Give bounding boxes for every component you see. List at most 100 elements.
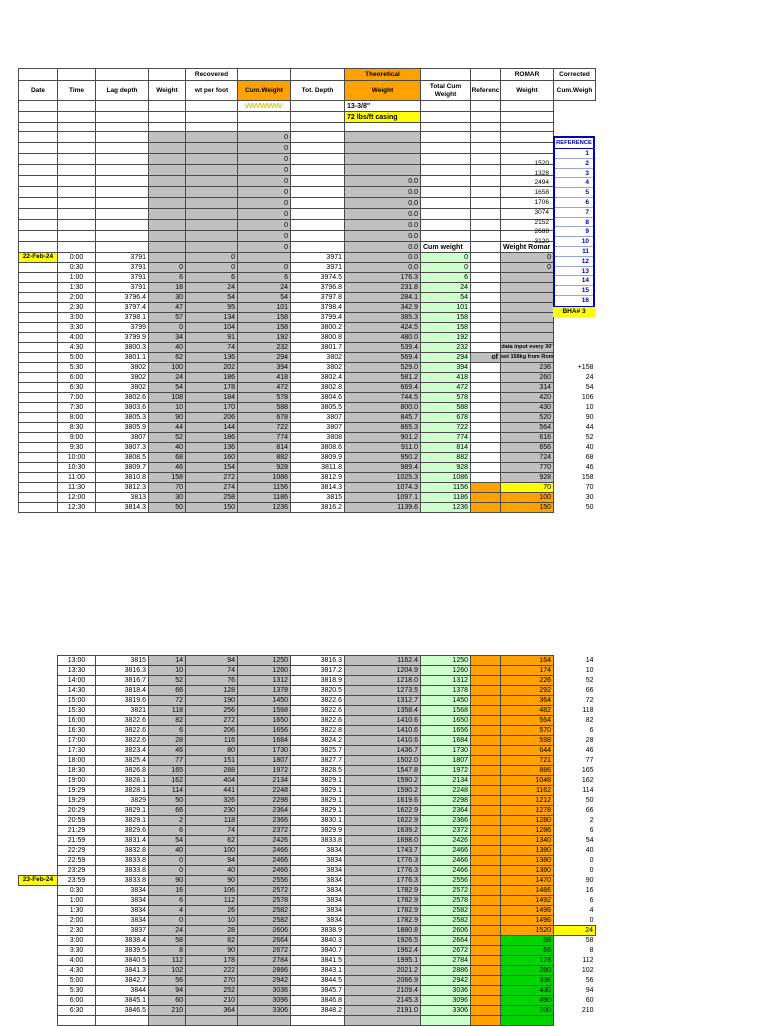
table-cell: 721 xyxy=(500,755,554,766)
table-cell: data input every 30' xyxy=(500,342,554,353)
table-cell xyxy=(148,1015,186,1026)
table-cell xyxy=(290,153,345,165)
table-cell: 116 xyxy=(185,735,238,746)
table-cell: 1286 xyxy=(500,825,554,836)
table-cell: 1486 xyxy=(500,885,554,896)
table-cell: 3834 xyxy=(290,915,345,926)
table-cell xyxy=(19,846,58,856)
table-cell: 3799.9 xyxy=(95,332,149,343)
table-cell xyxy=(57,208,96,220)
table-cell: 3:30 xyxy=(57,322,96,333)
table-cell xyxy=(470,725,501,736)
table-cell: 3816.3 xyxy=(290,655,345,666)
table-cell: 10 xyxy=(148,402,186,413)
table-cell: 3844.5 xyxy=(290,975,345,986)
table-cell: 206 xyxy=(185,412,238,423)
table-cell xyxy=(95,1015,149,1026)
table-cell: 3802 xyxy=(290,362,345,373)
table-cell xyxy=(420,230,471,242)
table-cell: 1995.1 xyxy=(344,955,421,966)
table-cell: 118 xyxy=(582,707,594,714)
table-cell xyxy=(148,241,186,253)
table-cell: 2572 xyxy=(420,885,471,896)
table-cell: 564 xyxy=(500,422,554,433)
table-cell: 2942 xyxy=(420,975,471,986)
table-cell: 50 xyxy=(148,502,186,513)
table-cell: 158 xyxy=(237,312,291,323)
table-cell: 5:00 xyxy=(57,352,96,363)
table-cell xyxy=(470,392,501,403)
table-cell xyxy=(95,100,149,112)
table-cell: 1410.6 xyxy=(344,725,421,736)
table-cell: 3036 xyxy=(420,985,471,996)
table-cell xyxy=(470,262,501,273)
table-cell: 101 xyxy=(420,302,471,313)
table-cell: 482 xyxy=(500,705,554,716)
table-cell: 394 xyxy=(420,362,471,373)
table-cell: 1260 xyxy=(420,665,471,676)
table-cell xyxy=(18,282,58,293)
table-cell: 385.3 xyxy=(344,312,421,323)
table-cell: 46 xyxy=(148,745,186,756)
table-cell: 186 xyxy=(185,372,238,383)
table-cell xyxy=(420,164,471,176)
reference-number: 11 xyxy=(555,247,593,257)
table-cell: 0 xyxy=(589,916,594,924)
table-cell: 151 xyxy=(185,755,238,766)
table-cell xyxy=(470,312,501,323)
table-cell: 20:59 xyxy=(57,815,96,826)
table-cell xyxy=(470,875,501,886)
table-cell: 3839.5 xyxy=(95,945,149,956)
table-cell xyxy=(237,111,291,123)
table-cell: 0.0 xyxy=(344,252,421,263)
table-cell: 160 xyxy=(185,452,238,463)
table-cell: 1496 xyxy=(500,915,554,926)
table-cell xyxy=(18,412,58,423)
table-cell: 13:00 xyxy=(57,655,96,666)
table-cell: 2578 xyxy=(420,895,471,906)
table-cell: 3841.3 xyxy=(95,965,149,976)
table-cell xyxy=(19,686,58,696)
table-cell xyxy=(18,392,58,403)
table-cell: 1186 xyxy=(420,492,471,503)
table-cell: 144 xyxy=(185,422,238,433)
table-cell: 136 xyxy=(185,442,238,453)
table-cell: 2466 xyxy=(420,855,471,866)
table-cell: 252 xyxy=(185,985,238,996)
table-cell: 3829.1 xyxy=(290,785,345,796)
table-cell xyxy=(470,745,501,756)
table-cell: 0 xyxy=(237,230,291,242)
table-cell: 588 xyxy=(237,402,291,413)
table-cell: 158 xyxy=(581,474,594,481)
table-cell: 1186 xyxy=(237,492,291,503)
table-cell: 54 xyxy=(585,384,594,391)
table-cell: 598 xyxy=(500,735,554,746)
table-cell xyxy=(18,332,58,343)
table-cell: 1776.3 xyxy=(344,865,421,876)
table-cell xyxy=(185,230,238,242)
table-cell: 1776.3 xyxy=(344,875,421,886)
table-cell xyxy=(95,241,149,253)
table-cell: 1807 xyxy=(420,755,471,766)
table-cell xyxy=(470,655,501,666)
table-cell xyxy=(18,492,58,503)
table-cell: 3797.8 xyxy=(290,292,345,303)
table-cell xyxy=(148,131,186,143)
table-cell: 774 xyxy=(237,432,291,443)
table-cell: 90 xyxy=(148,412,186,423)
table-cell xyxy=(95,197,149,209)
table-cell: 16:00 xyxy=(57,715,96,726)
table-cell: 1492 xyxy=(500,895,554,906)
table-cell: 774 xyxy=(420,432,471,443)
reference-value: 3074 xyxy=(534,208,549,216)
table-cell xyxy=(18,122,58,132)
table-cell: 8 xyxy=(589,947,594,954)
table-cell xyxy=(18,432,58,443)
table-cell xyxy=(18,472,58,483)
table-cell xyxy=(18,442,58,453)
table-cell: 76 xyxy=(185,675,238,686)
table-cell: 3845.7 xyxy=(290,985,345,996)
table-cell: 18 xyxy=(148,282,186,293)
table-cell: 3827.7 xyxy=(290,755,345,766)
